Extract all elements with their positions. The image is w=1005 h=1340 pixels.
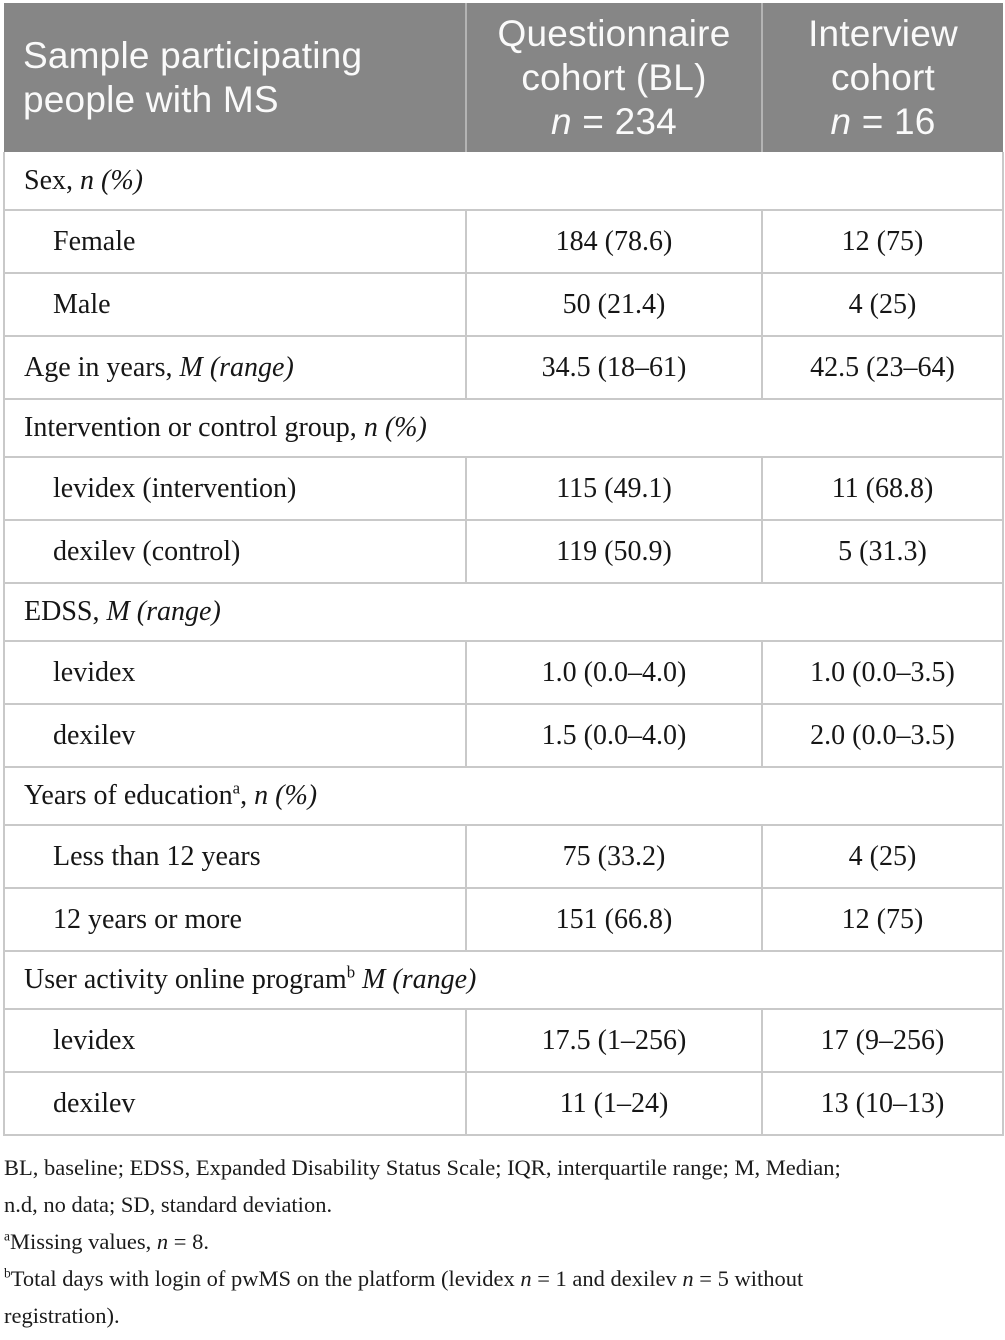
row-label: levidex xyxy=(3,1009,467,1073)
interview-cohort-value: 4 (25) xyxy=(761,825,1004,889)
interview-cohort-value: 12 (75) xyxy=(761,888,1004,952)
section-label-text: User activity online programb M (range) xyxy=(24,962,477,995)
section-label: Sex, n (%) xyxy=(3,152,1004,211)
table-row: levidex (intervention) 115 (49.1) 11 (68… xyxy=(3,457,1004,521)
row-label-text: levidex (intervention) xyxy=(53,472,297,504)
row-label: 12 years or more xyxy=(3,888,467,952)
header-col-sample: Sample participating people with MS xyxy=(4,3,466,152)
questionnaire-cohort-value: 34.5 (18–61) xyxy=(465,336,763,400)
row-label-text: levidex xyxy=(53,1024,136,1056)
row-label-text: dexilev xyxy=(53,719,136,751)
interview-cohort-value: 5 (31.3) xyxy=(761,520,1004,584)
table-section-row: Years of educationa, n (%) xyxy=(3,767,1004,826)
table-row: Male 50 (21.4) 4 (25) xyxy=(3,273,1004,337)
row-label-text: Male xyxy=(53,288,111,320)
table-row: dexilev (control) 119 (50.9) 5 (31.3) xyxy=(3,520,1004,584)
section-label: EDSS, M (range) xyxy=(3,583,1004,642)
row-label: levidex xyxy=(3,641,467,705)
questionnaire-cohort-value: 75 (33.2) xyxy=(465,825,763,889)
table-section-row: EDSS, M (range) xyxy=(3,583,1004,642)
interview-cohort-value: 12 (75) xyxy=(761,210,1004,274)
table-section-row: Sex, n (%) xyxy=(3,152,1004,211)
table-header: Sample participating people with MS Ques… xyxy=(4,3,1003,152)
footnote-b: bTotal days with login of pwMS on the pl… xyxy=(4,1265,804,1328)
sample-characteristics-table: Sample participating people with MS Ques… xyxy=(3,3,1004,1136)
section-label-text: Intervention or control group, n (%) xyxy=(24,412,427,443)
questionnaire-cohort-value: 151 (66.8) xyxy=(465,888,763,952)
questionnaire-cohort-value: 50 (21.4) xyxy=(465,273,763,337)
table-body: Sex, n (%) Female 184 (78.6) 12 (75) Mal… xyxy=(3,152,1004,1136)
questionnaire-cohort-value: 11 (1–24) xyxy=(465,1072,763,1136)
header-col-interview-cohort: Interview cohort n = 16 xyxy=(761,3,1003,152)
row-label-text: Less than 12 years xyxy=(53,840,261,872)
row-label: Male xyxy=(3,273,467,337)
table-row: 12 years or more 151 (66.8) 12 (75) xyxy=(3,888,1004,952)
table-section-row: Intervention or control group, n (%) xyxy=(3,399,1004,458)
row-label: dexilev (control) xyxy=(3,520,467,584)
interview-cohort-value: 17 (9–256) xyxy=(761,1009,1004,1073)
interview-cohort-value: 4 (25) xyxy=(761,273,1004,337)
footnote-abbreviations: BL, baseline; EDSS, Expanded Disability … xyxy=(4,1155,841,1217)
footnote-a: aMissing values, n = 8. xyxy=(4,1228,209,1254)
footnotes: BL, baseline; EDSS, Expanded Disability … xyxy=(3,1136,1002,1334)
row-label-text: Age in years, M (range) xyxy=(24,351,294,383)
row-label-text: levidex xyxy=(53,656,136,688)
questionnaire-cohort-value: 119 (50.9) xyxy=(465,520,763,584)
row-label-text: dexilev (control) xyxy=(53,535,241,567)
row-label-text: 12 years or more xyxy=(53,903,242,935)
section-label: User activity online programb M (range) xyxy=(3,951,1004,1010)
row-label: dexilev xyxy=(3,1072,467,1136)
questionnaire-cohort-value: 17.5 (1–256) xyxy=(465,1009,763,1073)
section-label-text: Years of educationa, n (%) xyxy=(24,778,318,811)
questionnaire-cohort-value: 1.0 (0.0–4.0) xyxy=(465,641,763,705)
questionnaire-cohort-value: 115 (49.1) xyxy=(465,457,763,521)
interview-cohort-value: 42.5 (23–64) xyxy=(761,336,1004,400)
interview-cohort-value: 1.0 (0.0–3.5) xyxy=(761,641,1004,705)
interview-cohort-value: 13 (10–13) xyxy=(761,1072,1004,1136)
row-label-text: Female xyxy=(53,225,136,257)
questionnaire-cohort-value: 184 (78.6) xyxy=(465,210,763,274)
section-label-text: EDSS, M (range) xyxy=(24,596,221,627)
section-label-text: Sex, n (%) xyxy=(24,164,143,196)
section-label: Years of educationa, n (%) xyxy=(3,767,1004,826)
section-label: Intervention or control group, n (%) xyxy=(3,399,1004,458)
header-row: Sample participating people with MS Ques… xyxy=(4,3,1003,152)
row-label-text: dexilev xyxy=(53,1087,136,1119)
header-col-interview-label: Interview cohort n = 16 xyxy=(808,12,958,142)
table-section-row: User activity online programb M (range) xyxy=(3,951,1004,1010)
interview-cohort-value: 11 (68.8) xyxy=(761,457,1004,521)
row-label: levidex (intervention) xyxy=(3,457,467,521)
table-row: dexilev 11 (1–24) 13 (10–13) xyxy=(3,1072,1004,1136)
row-label: Less than 12 years xyxy=(3,825,467,889)
questionnaire-cohort-value: 1.5 (0.0–4.0) xyxy=(465,704,763,768)
header-col-sample-label: Sample participating people with MS xyxy=(23,34,363,120)
row-label: Age in years, M (range) xyxy=(3,336,467,400)
table-row: dexilev 1.5 (0.0–4.0) 2.0 (0.0–3.5) xyxy=(3,704,1004,768)
table-row: levidex 17.5 (1–256) 17 (9–256) xyxy=(3,1009,1004,1073)
row-label: Female xyxy=(3,210,467,274)
table-row: Less than 12 years 75 (33.2) 4 (25) xyxy=(3,825,1004,889)
table-row: Age in years, M (range) 34.5 (18–61) 42.… xyxy=(3,336,1004,400)
header-col-questionnaire-cohort: Questionnaire cohort (BL) n = 234 xyxy=(465,3,762,152)
interview-cohort-value: 2.0 (0.0–3.5) xyxy=(761,704,1004,768)
table-row: levidex 1.0 (0.0–4.0) 1.0 (0.0–3.5) xyxy=(3,641,1004,705)
header-col-questionnaire-label: Questionnaire cohort (BL) n = 234 xyxy=(497,12,731,142)
row-label: dexilev xyxy=(3,704,467,768)
table-row: Female 184 (78.6) 12 (75) xyxy=(3,210,1004,274)
